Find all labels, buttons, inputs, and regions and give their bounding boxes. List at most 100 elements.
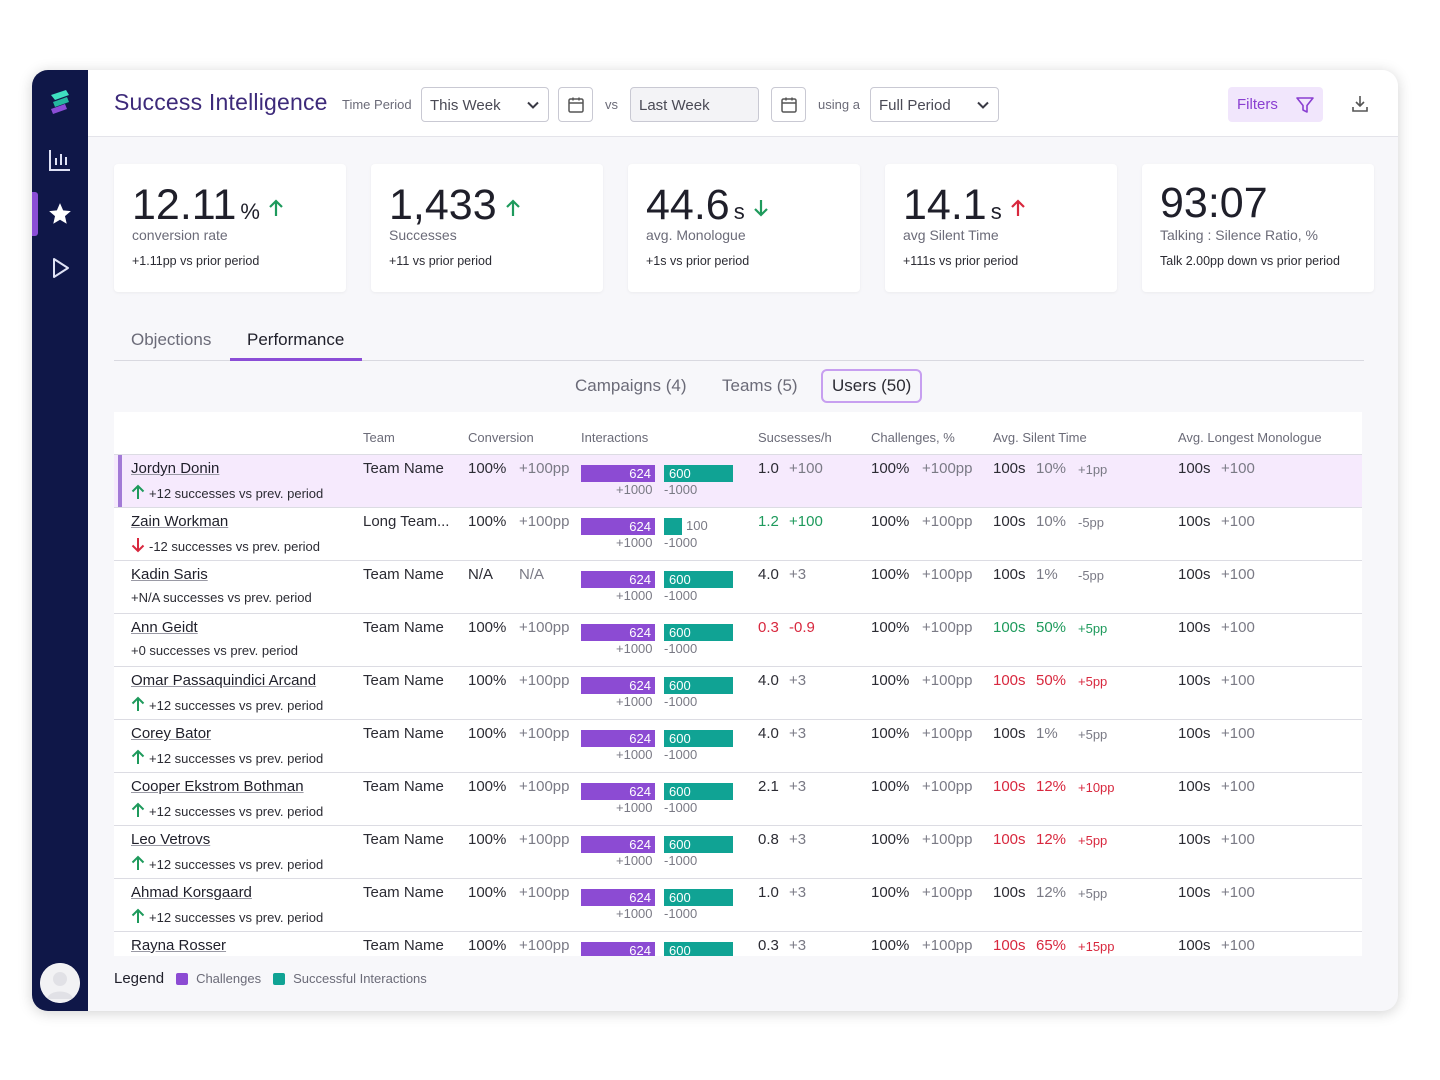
user-name-link[interactable]: Ahmad Korsgaard	[131, 884, 252, 901]
table-row[interactable]: Ann Geidt +0 successes vs prev. period Tea…	[114, 613, 1362, 666]
period-mode-value: Full Period	[879, 97, 951, 114]
conversion-delta: +100pp	[519, 831, 570, 848]
conversion-value: 100%	[468, 937, 507, 954]
successes-delta-text: +0 successes vs prev. period	[131, 643, 299, 658]
table-row[interactable]: Kadin Saris +N/A successes vs prev. perio…	[114, 560, 1362, 613]
silent-time-delta: +5pp	[1078, 833, 1108, 848]
legend: Legend Challenges Successful Interaction…	[114, 970, 427, 987]
arrow-up-icon	[505, 182, 521, 225]
table-row[interactable]: Cooper Ekstrom Bothman +12 successes vs p…	[114, 772, 1362, 825]
longest-monologue-value: 100s	[1178, 937, 1211, 954]
kpi-value: 12.11	[132, 181, 237, 229]
challenges-bar: 624	[581, 677, 655, 694]
column-header[interactable]: Interactions	[581, 430, 649, 445]
tab-bar: Objections Performance	[114, 325, 1364, 361]
user-successes-delta: +12 successes vs prev. period	[131, 908, 323, 927]
download-icon[interactable]	[1346, 90, 1374, 118]
user-name-link[interactable]: Corey Bator	[131, 725, 212, 742]
longest-monologue-value: 100s	[1178, 566, 1211, 583]
user-name-link[interactable]: Jordyn Donin	[131, 460, 220, 477]
user-name-link[interactable]: Kadin Saris	[131, 566, 208, 583]
play-icon[interactable]	[46, 254, 74, 282]
column-header[interactable]: Avg. Longest Monologue	[1178, 430, 1322, 445]
conversion-delta: N/A	[519, 566, 545, 583]
column-header[interactable]: Challenges, %	[871, 430, 955, 445]
kpi-card-ratio: 93:07 Talking : Silence Ratio, % Talk 2.…	[1142, 164, 1374, 292]
star-icon[interactable]	[46, 200, 74, 228]
successes-delta-text: -12 successes vs prev. period	[149, 539, 320, 554]
column-header[interactable]: Team	[363, 430, 395, 445]
table-row[interactable]: Jordyn Donin +12 successes vs prev. perio…	[114, 454, 1362, 508]
filters-button[interactable]: Filters	[1228, 87, 1323, 122]
successes-delta-text: +12 successes vs prev. period	[149, 486, 324, 501]
challenges-bar: 624	[581, 730, 655, 747]
table-row[interactable]: Ahmad Korsgaard +12 successes vs prev. pe…	[114, 878, 1362, 931]
conversion-delta: +100pp	[519, 937, 570, 954]
app-logo[interactable]	[46, 87, 74, 115]
conversion-delta: +100pp	[519, 460, 570, 477]
page-title: Success Intelligence	[114, 89, 328, 115]
successful-interactions-bar: 600	[664, 889, 733, 906]
period-mode-select[interactable]: Full Period	[870, 87, 999, 122]
longest-monologue-value: 100s	[1178, 884, 1211, 901]
time-period-select[interactable]: This Week	[421, 87, 549, 122]
user-name-link[interactable]: Ann Geidt	[131, 619, 198, 636]
successes-delta-text: +12 successes vs prev. period	[149, 804, 324, 819]
user-name-link[interactable]: Rayna Rosser	[131, 937, 227, 954]
challenges-bar: 624	[581, 836, 655, 853]
table-row[interactable]: Zain Workman -12 successes vs prev. perio…	[114, 507, 1362, 560]
compare-period-field[interactable]: Last Week	[630, 87, 759, 122]
tab-objections[interactable]: Objections	[131, 330, 212, 349]
challenges-value: 100%	[871, 778, 910, 795]
successful-interactions-bar: 100	[664, 518, 682, 535]
user-name-link[interactable]: Cooper Ekstrom Bothman	[131, 778, 304, 795]
successes-per-hour: 4.0	[758, 566, 779, 583]
longest-monologue-delta: +100	[1221, 460, 1255, 477]
analytics-icon[interactable]	[46, 146, 74, 174]
interactions-delta: -1000	[664, 906, 698, 921]
column-header[interactable]: Sucsesses/h	[758, 430, 832, 445]
user-name-link[interactable]: Omar Passaquindici Arcand	[131, 672, 317, 689]
team-cell: Team Name	[363, 778, 444, 795]
time-period-calendar-button[interactable]	[558, 87, 593, 122]
filter-icon	[1295, 95, 1315, 119]
challenges-value: 100%	[871, 566, 910, 583]
legend-item: Successful Interactions	[293, 971, 427, 986]
subtab-campaigns[interactable]: Campaigns (4)	[575, 376, 687, 395]
compare-calendar-button[interactable]	[771, 87, 806, 122]
successes-per-hour: 1.0	[758, 884, 779, 901]
conversion-value: 100%	[468, 460, 507, 477]
table-row[interactable]: Rayna Rosser Team Name 100% +100pp 624 600 0.3…	[114, 931, 1362, 956]
table-row[interactable]: Corey Bator +12 successes vs prev. period…	[114, 719, 1362, 772]
column-header[interactable]: Conversion	[468, 430, 534, 445]
conversion-value: 100%	[468, 831, 507, 848]
silent-time-value: 100s	[993, 884, 1026, 901]
successes-per-hour-delta: +3	[789, 566, 807, 583]
table-row[interactable]: Leo Vetrovs +12 successes vs prev. period…	[114, 825, 1362, 878]
challenges-delta-pp: +100pp	[922, 725, 973, 742]
successes-per-hour-delta: +3	[789, 831, 807, 848]
table-row[interactable]: Omar Passaquindici Arcand +12 successes v…	[114, 666, 1362, 719]
tab-performance[interactable]: Performance	[247, 330, 345, 349]
sidebar	[32, 70, 88, 1011]
interactions-delta: -1000	[664, 747, 698, 762]
kpi-card-monologue: 44.6 s avg. Monologue +1s vs prior period	[628, 164, 860, 292]
column-header[interactable]: Avg. Silent Time	[993, 430, 1087, 445]
longest-monologue-value: 100s	[1178, 831, 1211, 848]
kpi-delta: Talk 2.00pp down vs prior period	[1160, 254, 1340, 268]
successes-per-hour-delta: +3	[789, 937, 807, 954]
user-name-link[interactable]: Zain Workman	[131, 513, 229, 530]
successes-per-hour: 0.3	[758, 619, 779, 636]
conversion-delta: +100pp	[519, 672, 570, 689]
silent-time-value: 100s	[993, 778, 1026, 795]
longest-monologue-delta: +100	[1221, 937, 1255, 954]
user-avatar[interactable]	[40, 963, 80, 1003]
user-name-link[interactable]: Leo Vetrovs	[131, 831, 211, 848]
subtab-users[interactable]: Users (50)	[821, 369, 923, 403]
arrow-up-icon	[131, 749, 145, 768]
subtab-teams[interactable]: Teams (5)	[722, 376, 798, 395]
conversion-value: 100%	[468, 513, 507, 530]
compare-period-value: Last Week	[639, 97, 710, 114]
successful-interactions-bar: 600	[664, 677, 733, 694]
silent-time-delta: +1pp	[1078, 462, 1108, 477]
